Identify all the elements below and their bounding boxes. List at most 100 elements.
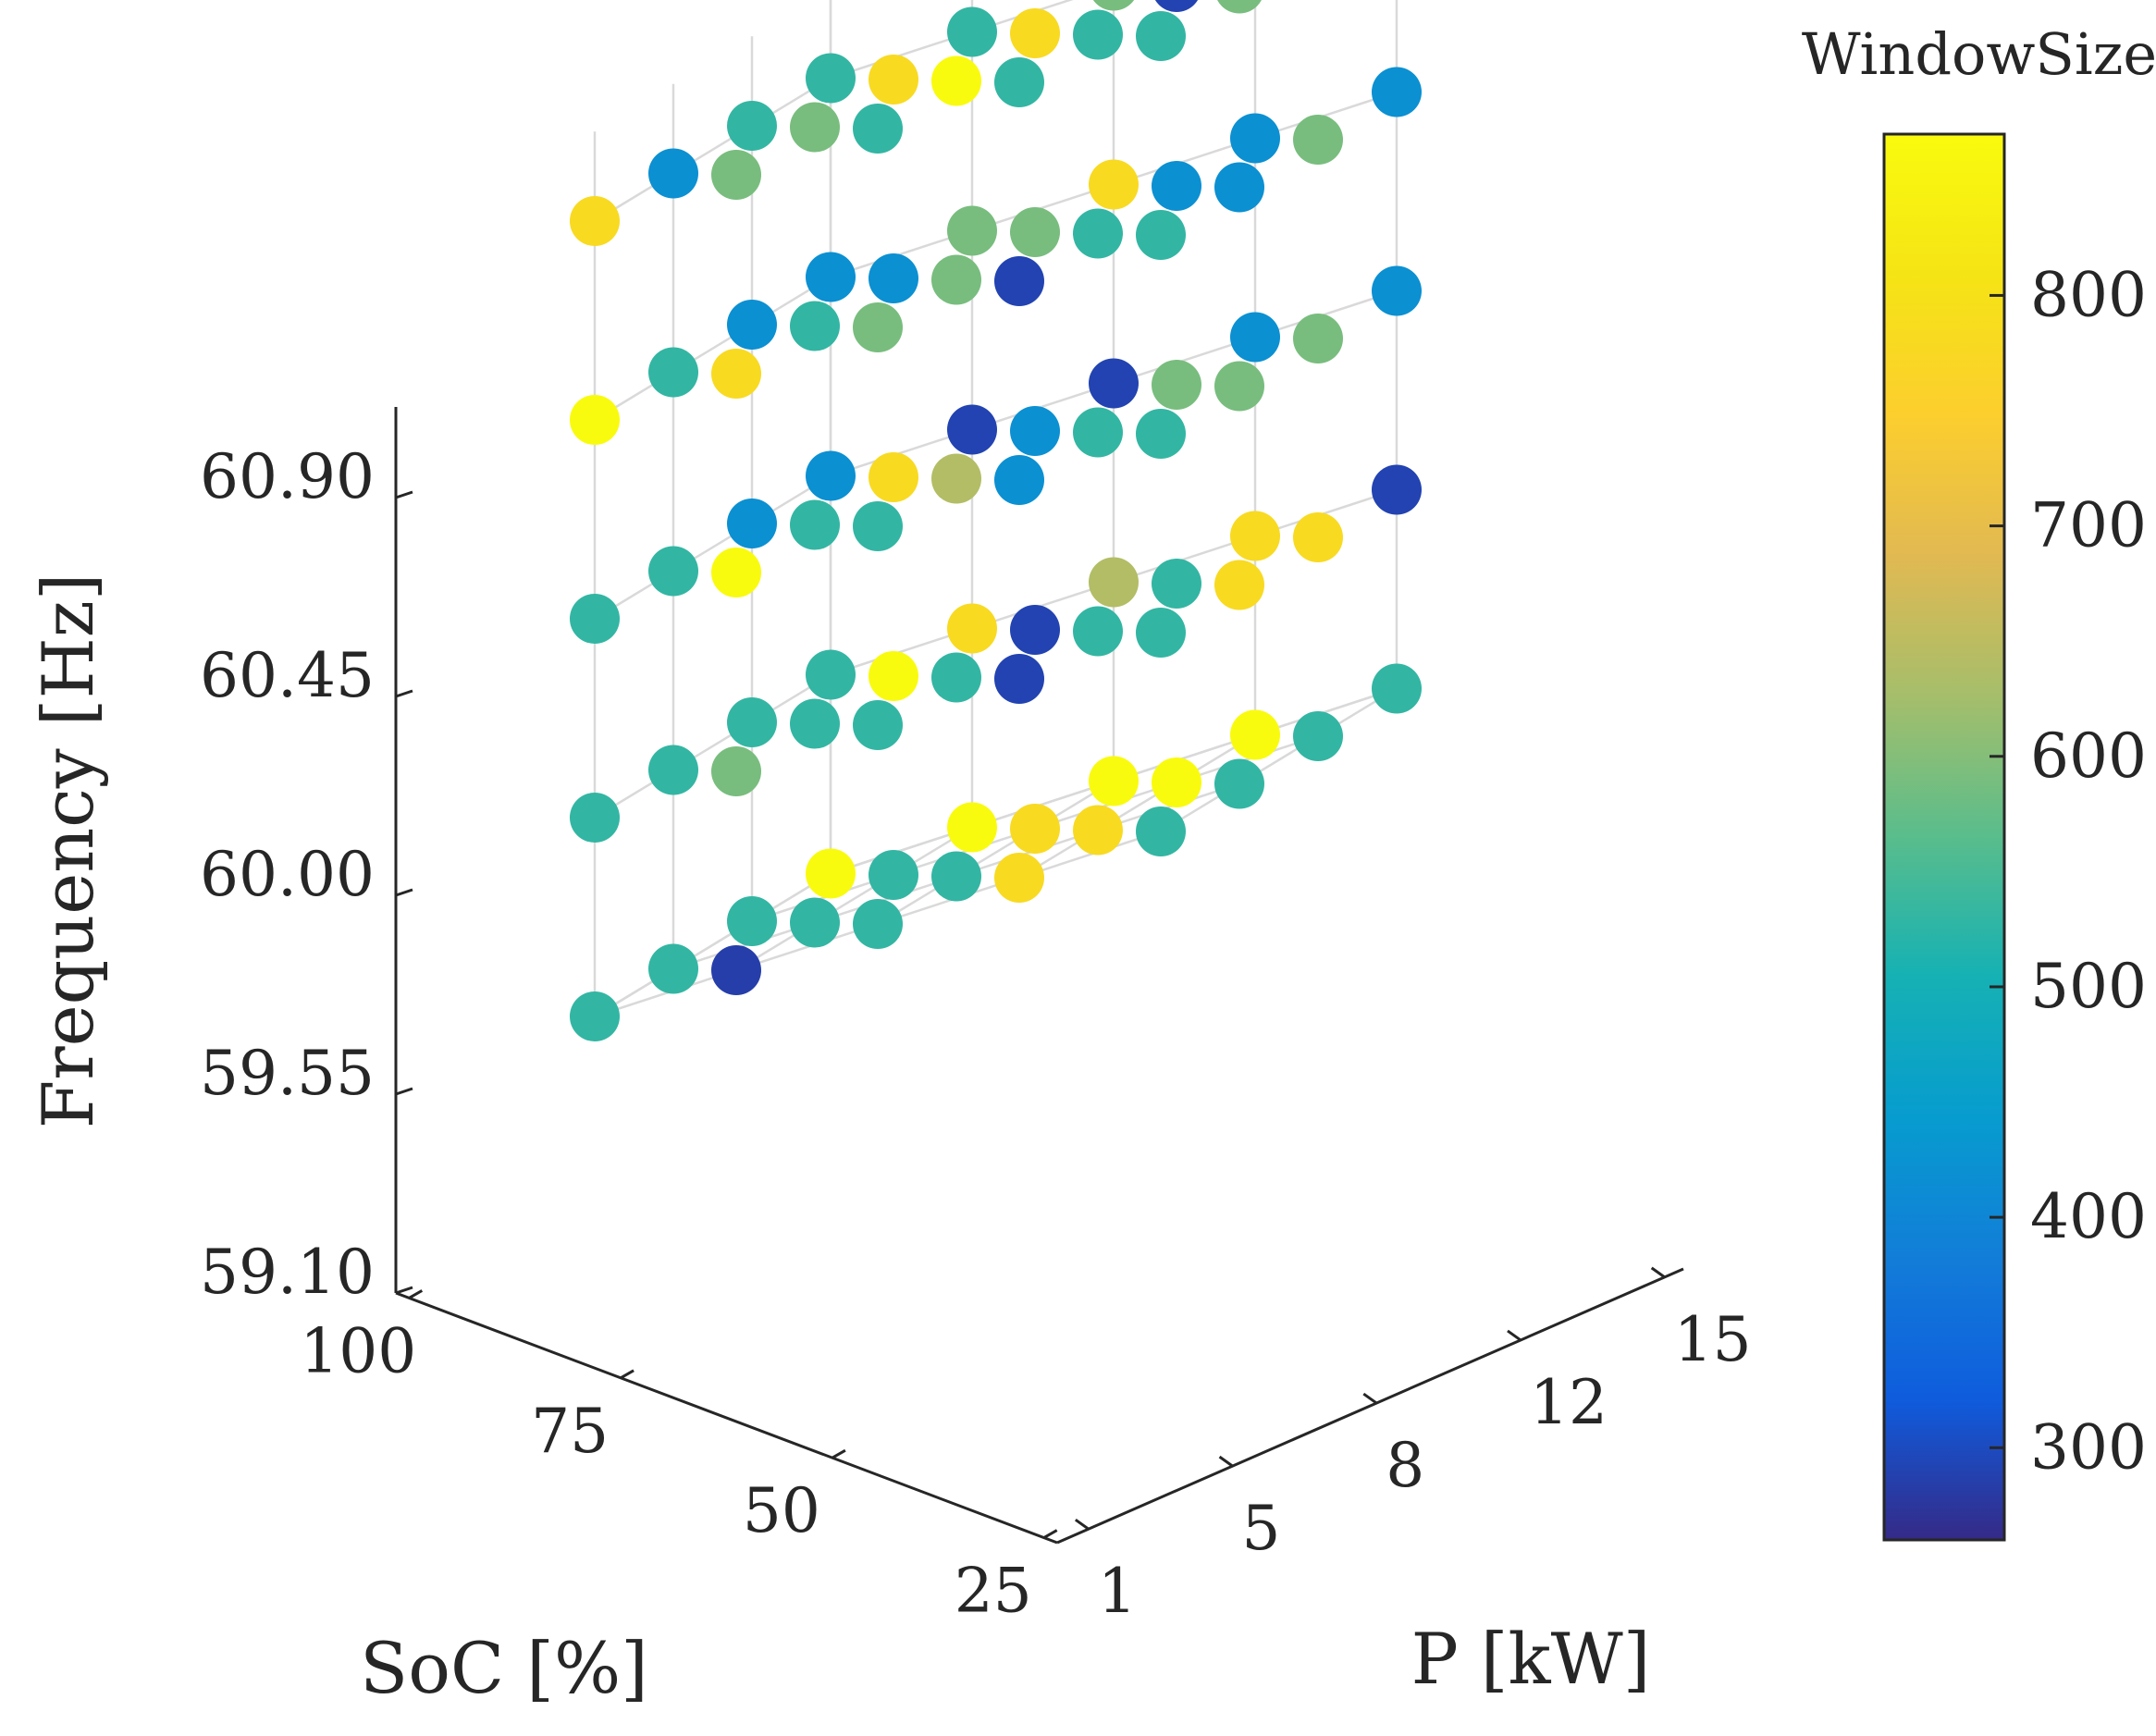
data-point [869, 850, 918, 900]
grid-lines [593, 0, 1398, 1018]
data-point [790, 102, 840, 153]
x-axis-line [395, 1291, 1058, 1545]
data-point [1214, 361, 1264, 412]
data-point [727, 896, 777, 946]
data-point [711, 548, 761, 597]
data-point [1089, 358, 1139, 409]
data-point [727, 697, 777, 747]
data-point [1217, 0, 1262, 14]
z-tick-mark [395, 888, 413, 897]
data-point [1136, 806, 1186, 856]
data-point [853, 899, 903, 949]
data-point [1010, 207, 1060, 257]
data-point [869, 55, 918, 105]
x-tick-mark [408, 1289, 424, 1299]
data-point [1089, 756, 1139, 806]
grid-line [1160, 687, 1398, 833]
colorbar-tick-label: 400 [2030, 1181, 2147, 1252]
data-point [1073, 407, 1123, 458]
data-point [1136, 608, 1186, 658]
colorbar-tick-label: 800 [2030, 259, 2147, 330]
data-point [1230, 312, 1280, 363]
data-point [1372, 265, 1422, 316]
data-point [1293, 711, 1343, 761]
data-point [727, 499, 777, 548]
x-axis-label: SoC [%] [360, 1627, 648, 1709]
y-tick-label: 8 [1386, 1430, 1424, 1501]
data-point [1214, 162, 1264, 213]
data-point [727, 300, 777, 350]
y-tick-label: 15 [1674, 1304, 1752, 1375]
data-point [1293, 314, 1343, 363]
y-axis-label: P [kW] [1411, 1618, 1651, 1700]
data-point [1152, 757, 1201, 807]
data-point [1230, 511, 1280, 561]
colorbar-tick-label: 600 [2030, 720, 2147, 792]
data-point [1372, 663, 1422, 714]
data-point [931, 453, 981, 504]
data-point [648, 745, 698, 795]
data-point [947, 603, 997, 654]
data-point [1214, 758, 1264, 809]
data-point [806, 649, 856, 700]
y-tick-mark [1218, 1455, 1234, 1468]
data-point [648, 546, 698, 597]
data-point [1293, 115, 1343, 165]
data-point [1372, 464, 1422, 515]
data-point [1092, 0, 1135, 11]
data-point [994, 256, 1044, 306]
data-point [648, 148, 698, 199]
data-point [1372, 67, 1422, 117]
colorbar-title: WindowSize [1802, 20, 2156, 88]
data-point [806, 450, 856, 501]
x-tick-label: 25 [955, 1556, 1032, 1627]
data-point [869, 253, 918, 303]
y-tick-label: 1 [1098, 1556, 1137, 1627]
data-point [570, 793, 620, 843]
grid-line [594, 673, 832, 819]
y-tick-mark [1074, 1518, 1090, 1531]
data-point [570, 991, 620, 1041]
data-point [1010, 804, 1060, 854]
data-point [1214, 560, 1264, 610]
data-point [648, 347, 698, 398]
data-point [806, 252, 856, 302]
data-point [947, 802, 997, 853]
data-point [806, 53, 856, 104]
x-tick-label: 75 [531, 1396, 609, 1467]
data-point [806, 848, 856, 899]
data-point [711, 150, 761, 200]
data-point [711, 945, 761, 995]
data-point [853, 700, 903, 750]
colorbar-ticks: 300 400 500 600 700 800 [1990, 259, 2147, 1483]
data-point [1089, 557, 1139, 608]
data-point [1230, 709, 1280, 760]
y-tick-mark [1650, 1266, 1666, 1279]
z-tick-label: 59.55 [200, 1038, 375, 1109]
grid-line [1018, 733, 1256, 880]
colorbar-tick-label: 500 [2030, 951, 2147, 1022]
data-point [931, 55, 981, 106]
data-point [869, 452, 918, 502]
data-point [1010, 406, 1060, 456]
y-tick-mark [1507, 1329, 1522, 1342]
data-point [790, 499, 840, 550]
z-tick-label: 60.00 [200, 839, 375, 910]
z-tick-mark [395, 490, 413, 499]
grid-line [735, 826, 973, 972]
grid-line [594, 872, 832, 1018]
data-point [947, 6, 997, 57]
data-point [853, 104, 903, 154]
data-point [570, 196, 620, 246]
data-point [853, 501, 903, 551]
data-points [570, 0, 1422, 1041]
data-point [1073, 606, 1123, 657]
data-point [994, 57, 1044, 107]
data-point [931, 254, 981, 305]
data-point [869, 651, 918, 701]
data-point [931, 652, 981, 703]
data-point [1089, 159, 1139, 210]
data-point [1073, 805, 1123, 856]
